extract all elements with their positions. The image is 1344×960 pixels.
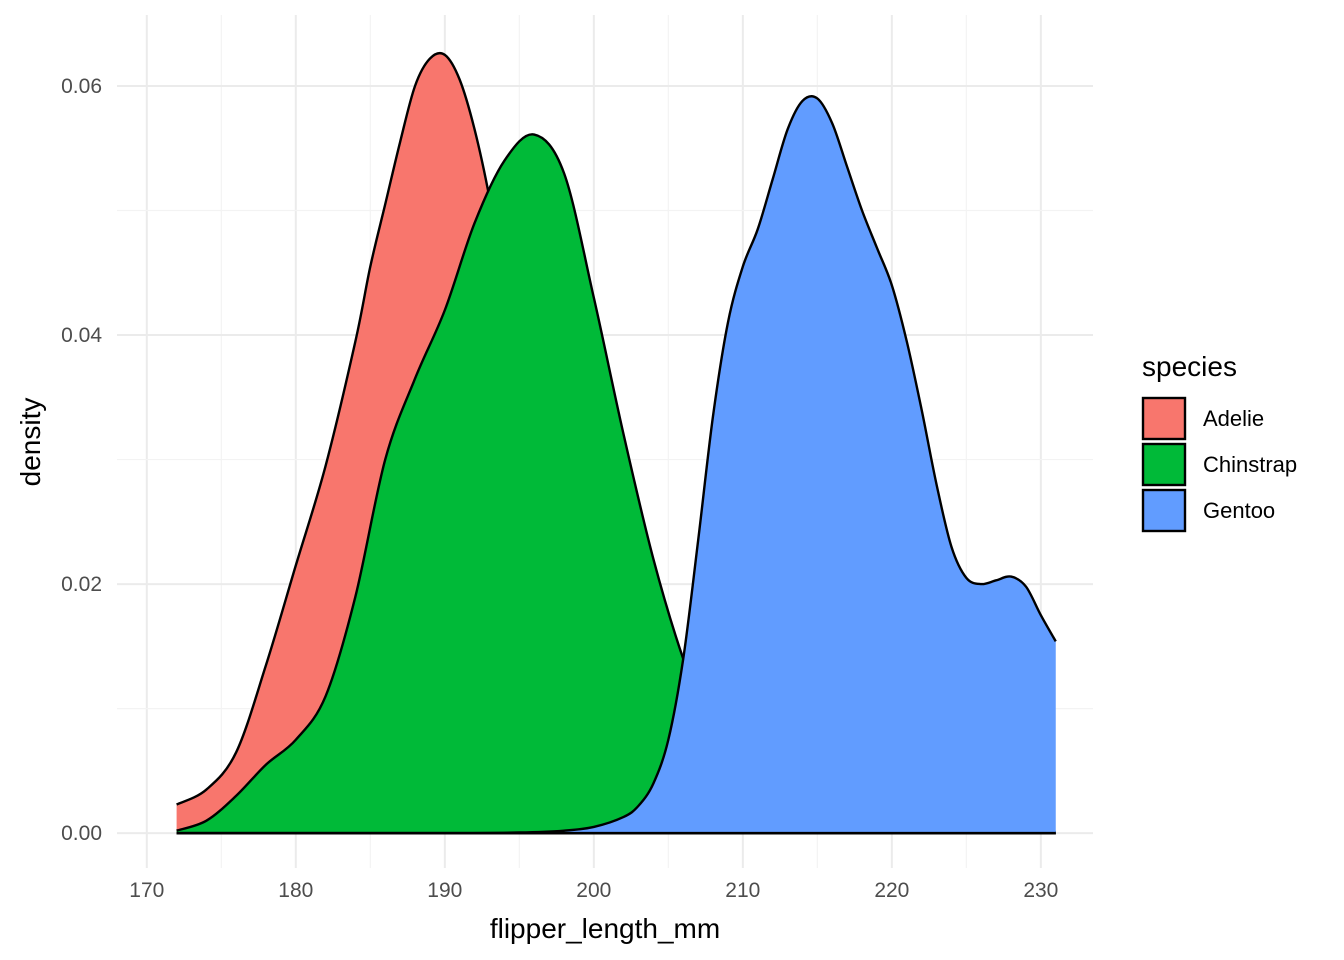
- legend-label-adelie: Adelie: [1203, 406, 1264, 431]
- y-axis-tick-labels: 0.00 0.02 0.04 0.06: [61, 75, 102, 845]
- x-tick-label: 180: [278, 879, 313, 902]
- x-tick-label: 190: [427, 879, 462, 902]
- legend-key-chinstrap: [1141, 442, 1187, 487]
- x-tick-label: 210: [725, 879, 760, 902]
- legend-key-adelie: [1141, 396, 1187, 441]
- y-axis-title: density: [15, 398, 46, 487]
- legend-title: species: [1142, 351, 1237, 382]
- y-tick-label: 0.02: [61, 573, 102, 596]
- density-area-gentoo: [176, 96, 1056, 834]
- x-axis-title: flipper_length_mm: [490, 913, 720, 944]
- x-axis-tick-labels: 170 180 190 200 210 220 230: [129, 879, 1058, 902]
- density-area-chinstrap: [176, 134, 1056, 834]
- y-tick-label: 0.00: [61, 822, 102, 845]
- density-outline-gentoo: [176, 95, 1057, 835]
- y-tick-label: 0.04: [61, 324, 102, 347]
- legend-label-chinstrap: Chinstrap: [1203, 452, 1297, 477]
- legend-label-gentoo: Gentoo: [1203, 498, 1275, 523]
- y-tick-label: 0.06: [61, 75, 102, 98]
- legend-key-gentoo: [1141, 488, 1187, 533]
- legend: species Adelie Chinstrap Gentoo: [1141, 351, 1297, 533]
- x-tick-label: 220: [874, 879, 909, 902]
- density-areas: [176, 51, 1057, 835]
- x-tick-label: 200: [576, 879, 611, 902]
- x-tick-label: 230: [1023, 879, 1058, 902]
- x-tick-label: 170: [129, 879, 164, 902]
